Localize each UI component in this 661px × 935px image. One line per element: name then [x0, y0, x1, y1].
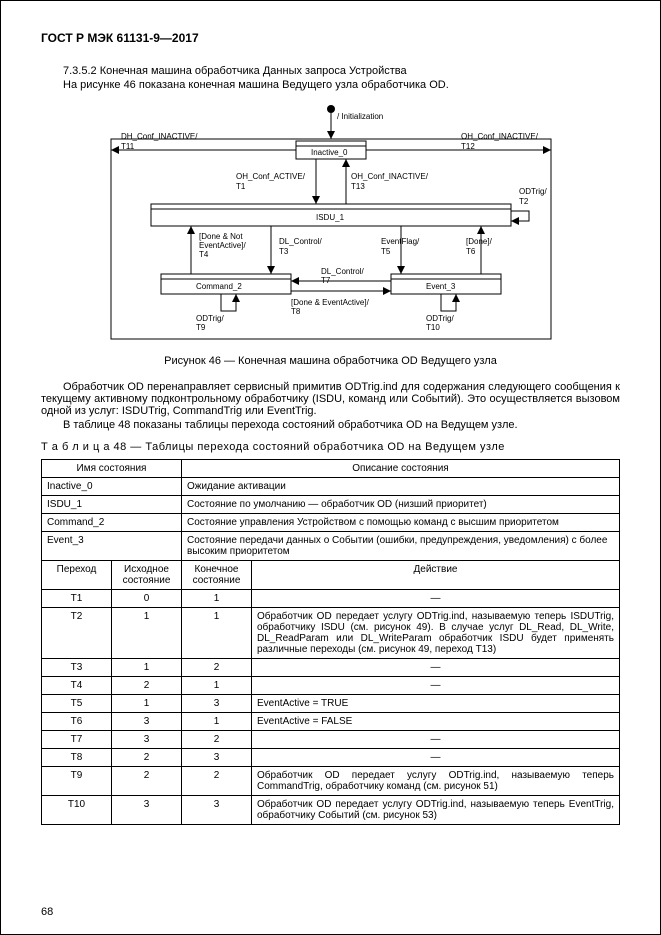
diagram-label-t10: ODTrig/ T10 — [426, 314, 456, 332]
cell-action: Обработчик OD передает услугу ODTrig.ind… — [252, 796, 620, 825]
paragraph-2: В таблице 48 показаны таблицы перехода с… — [41, 419, 620, 431]
cell-dst: 2 — [182, 659, 252, 677]
cell-t: T6 — [42, 713, 112, 731]
cell-dst: 3 — [182, 796, 252, 825]
cell-action: Обработчик OD передает услугу ODTrig.ind… — [252, 608, 620, 659]
state-description-table: Имя состояния Описание состояния Inactiv… — [41, 459, 620, 825]
cell-src: 1 — [112, 659, 182, 677]
page-number: 68 — [41, 906, 53, 918]
cell-dst: 2 — [182, 731, 252, 749]
table-row: Event_3 Состояние передачи данных о Собы… — [42, 532, 620, 561]
diagram-label-t4: [Done & Not EventActive]/ T4 — [199, 232, 248, 259]
cell-dst: 3 — [182, 695, 252, 713]
table-row: Имя состояния Описание состояния — [42, 460, 620, 478]
figure-caption: Рисунок 46 — Конечная машина обработчика… — [41, 355, 620, 367]
cell-action: Обработчик OD передает услугу ODTrig.ind… — [252, 767, 620, 796]
diagram-label-t6: [Done]/ T6 — [466, 237, 494, 256]
cell-src: 1 — [112, 695, 182, 713]
cell-src: 1 — [112, 608, 182, 659]
diagram-label-t2: ODTrig/ T2 — [519, 187, 549, 206]
table-row: T10 3 3 Обработчик OD передает услугу OD… — [42, 796, 620, 825]
cell-state-name: Command_2 — [42, 514, 182, 532]
cell-state-name: Inactive_0 — [42, 478, 182, 496]
table-row: T8 2 3 — — [42, 749, 620, 767]
cell-action: EventActive = TRUE — [252, 695, 620, 713]
diagram-box-inactive: Inactive_0 — [311, 148, 348, 157]
cell-action: — — [252, 677, 620, 695]
diagram-label-init: / Initialization — [337, 112, 383, 121]
cell-dst: 2 — [182, 767, 252, 796]
table-caption: Т а б л и ц а 48 — Таблицы перехода сост… — [41, 441, 620, 453]
diagram-label-t7: DL_Control/ T7 — [321, 267, 366, 285]
table-row: T4 2 1 — — [42, 677, 620, 695]
cell-dst: 3 — [182, 749, 252, 767]
section-title: 7.3.5.2 Конечная машина обработчика Данн… — [41, 65, 620, 77]
table-row: T6 3 1 EventActive = FALSE — [42, 713, 620, 731]
cell-action: — — [252, 731, 620, 749]
table-row: T5 1 3 EventActive = TRUE — [42, 695, 620, 713]
cell-t: T10 — [42, 796, 112, 825]
cell-state-desc: Состояние управления Устройством с помощ… — [182, 514, 620, 532]
cell-src: 3 — [112, 796, 182, 825]
cell-action: — — [252, 749, 620, 767]
cell-src: 3 — [112, 713, 182, 731]
section-intro: На рисунке 46 показана конечная машина В… — [41, 79, 620, 91]
cell-t: T4 — [42, 677, 112, 695]
cell-t: T5 — [42, 695, 112, 713]
cell-t: T9 — [42, 767, 112, 796]
table-row: T2 1 1 Обработчик OD передает услугу ODT… — [42, 608, 620, 659]
cell-src: 3 — [112, 731, 182, 749]
table-row: Command_2 Состояние управления Устройств… — [42, 514, 620, 532]
diagram-label-t9: ODTrig/ T9 — [196, 314, 226, 332]
cell-src: 2 — [112, 677, 182, 695]
diagram-label-t12: OH_Conf_INACTIVE/ T12 — [461, 132, 540, 151]
diagram-label-t3: DL_Control/ T3 — [279, 237, 324, 256]
diagram-label-t11: DH_Conf_INACTIVE/ T11 — [121, 132, 200, 151]
diagram-box-command: Command_2 — [196, 282, 242, 291]
diagram-box-isdu: ISDU_1 — [316, 213, 345, 222]
diagram-label-t1: OH_Conf_ACTIVE/ T1 — [236, 172, 307, 191]
table-row: T3 1 2 — — [42, 659, 620, 677]
cell-dst: 1 — [182, 608, 252, 659]
col-action: Действие — [252, 561, 620, 590]
state-diagram: / Initialization Inactive_0 DH_Conf_INAC… — [41, 99, 620, 349]
cell-src: 0 — [112, 590, 182, 608]
cell-t: T8 — [42, 749, 112, 767]
diagram-label-t8: [Done & EventActive]/ T8 — [291, 298, 371, 316]
col-dst-state: Конечное состояние — [182, 561, 252, 590]
table-row: Inactive_0 Ожидание активации — [42, 478, 620, 496]
cell-action: EventActive = FALSE — [252, 713, 620, 731]
cell-action: — — [252, 590, 620, 608]
cell-dst: 1 — [182, 677, 252, 695]
cell-t: T7 — [42, 731, 112, 749]
diagram-box-event: Event_3 — [426, 282, 456, 291]
doc-header: ГОСТ Р МЭК 61131-9—2017 — [41, 31, 620, 45]
table-row: Переход Исходное состояние Конечное сост… — [42, 561, 620, 590]
cell-dst: 1 — [182, 590, 252, 608]
col-state-desc: Описание состояния — [182, 460, 620, 478]
cell-state-name: ISDU_1 — [42, 496, 182, 514]
cell-state-desc: Ожидание активации — [182, 478, 620, 496]
cell-state-desc: Состояние передачи данных о Событии (оши… — [182, 532, 620, 561]
cell-t: T1 — [42, 590, 112, 608]
cell-dst: 1 — [182, 713, 252, 731]
cell-src: 2 — [112, 767, 182, 796]
table-row: T9 2 2 Обработчик OD передает услугу ODT… — [42, 767, 620, 796]
table-row: ISDU_1 Состояние по умолчанию — обработч… — [42, 496, 620, 514]
cell-src: 2 — [112, 749, 182, 767]
cell-t: T3 — [42, 659, 112, 677]
col-src-state: Исходное состояние — [112, 561, 182, 590]
table-row: T7 3 2 — — [42, 731, 620, 749]
cell-action: — — [252, 659, 620, 677]
paragraph-1: Обработчик OD перенаправляет сервисный п… — [41, 381, 620, 417]
cell-state-name: Event_3 — [42, 532, 182, 561]
cell-t: T2 — [42, 608, 112, 659]
col-transition: Переход — [42, 561, 112, 590]
cell-state-desc: Состояние по умолчанию — обработчик OD (… — [182, 496, 620, 514]
table-row: T1 0 1 — — [42, 590, 620, 608]
col-state-name: Имя состояния — [42, 460, 182, 478]
diagram-label-t13: OH_Conf_INACTIVE/ T13 — [351, 172, 430, 191]
